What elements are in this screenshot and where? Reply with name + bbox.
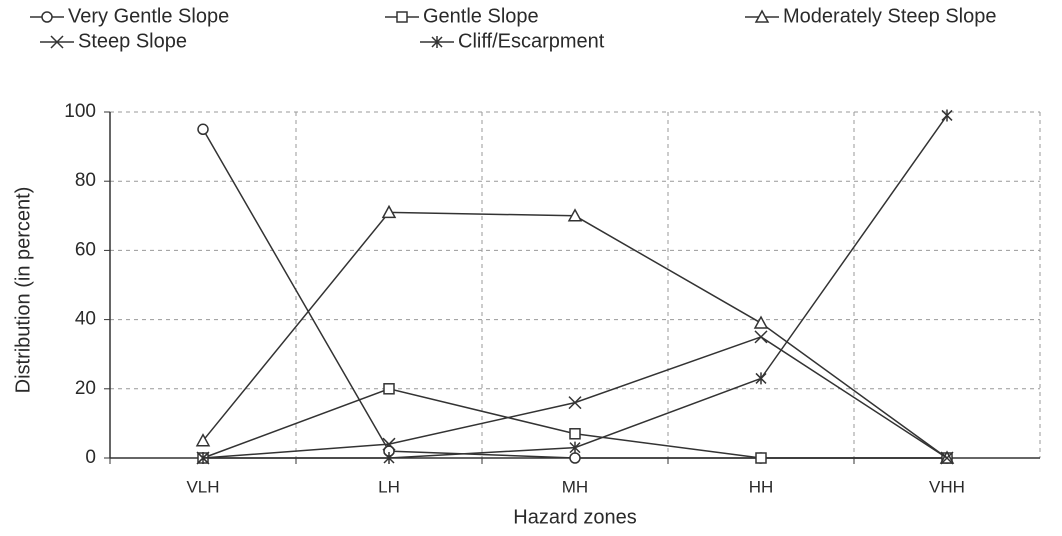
x-tick-label: MH [562,477,588,496]
data-point [754,330,768,344]
data-point [753,315,769,329]
data-point [381,204,397,219]
data-point [567,208,583,222]
legend-marker [50,35,64,49]
legend-label: Gentle Slope [423,5,539,27]
data-point [940,451,954,465]
data-point [382,437,396,451]
data-point [569,452,581,464]
series-line [203,115,948,459]
series-line [202,128,947,459]
legend-label: Very Gentle Slope [68,5,229,27]
data-point [197,452,209,464]
legend-label: Moderately Steep Slope [783,5,996,27]
x-tick-label: VHH [929,477,965,496]
data-point [568,396,582,410]
series-line [202,211,948,459]
x-tick-label: LH [378,477,400,496]
data-point [383,383,395,395]
legend-marker [41,11,53,23]
x-tick-label: VLH [186,477,219,496]
data-point [195,433,211,447]
legend-marker [754,9,770,23]
data-point [755,372,767,385]
y-tick-label: 60 [75,239,96,260]
data-point [569,428,581,440]
data-point [755,452,767,464]
y-tick-label: 80 [75,170,96,191]
legend-label: Steep Slope [78,30,187,52]
data-point [569,441,581,454]
data-point [197,123,209,136]
data-point [383,452,395,464]
x-tick-label: HH [749,477,774,496]
legend-label: Cliff/Escarpment [458,30,605,52]
legend-marker [396,11,408,23]
x-axis-label: Hazard zones [513,506,636,528]
y-axis-label: Distribution (in percent) [12,187,34,394]
y-tick-label: 40 [75,309,96,330]
data-point [941,109,953,122]
y-tick-label: 20 [75,378,96,399]
y-tick-label: 0 [85,447,96,468]
series-line [202,336,948,459]
y-tick-label: 100 [64,101,96,122]
legend-marker [431,36,443,48]
